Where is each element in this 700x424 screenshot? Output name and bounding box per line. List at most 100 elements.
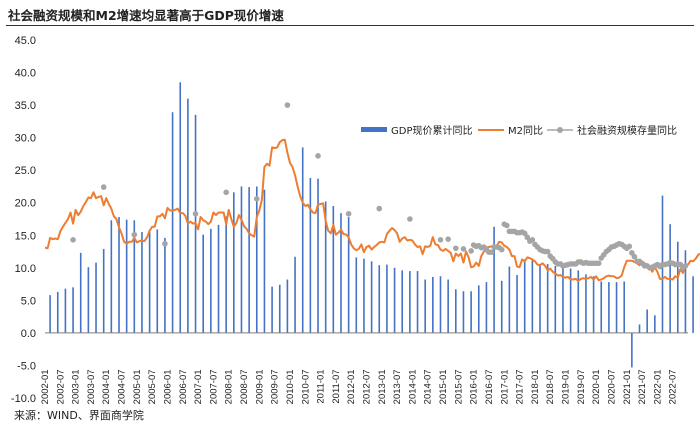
x-tick-label: 2015-07 [453, 369, 464, 404]
tsf-point [131, 231, 138, 238]
gdp-bar [355, 257, 358, 333]
gdp-bar [118, 217, 120, 333]
gdp-bar [646, 309, 648, 333]
gdp-bar [539, 263, 541, 333]
gdp-bar [654, 315, 656, 333]
title-divider [6, 25, 694, 26]
gdp-bar [554, 265, 557, 333]
y-axis: 45.0 40.0 35.0 30.0 25.0 20.0 15.0 10.0 5.0 0.0 -5… [11, 35, 36, 405]
tsf-point [626, 243, 633, 250]
legend-label-m2: M2同比 [508, 125, 543, 137]
x-tick-label: 2011-07 [331, 369, 342, 403]
gdp-bar [317, 178, 319, 333]
gdp-bar [141, 232, 143, 333]
gdp-bar [692, 276, 694, 333]
x-tick-label: 2019-01 [561, 369, 572, 404]
tsf-point [460, 246, 467, 252]
y-tick-label: 35.0 [15, 100, 36, 112]
gdp-bar [148, 230, 151, 333]
tsf-point [253, 196, 260, 202]
tsf-point [631, 253, 638, 260]
gdp-bar [562, 264, 564, 333]
x-tick-label: 2006-07 [178, 369, 189, 404]
gdp-bar [125, 219, 128, 333]
gdp-bar [164, 237, 166, 333]
tsf-point [453, 245, 459, 252]
x-tick-label: 2014-07 [423, 369, 434, 404]
gdp-bar [500, 280, 503, 333]
gdp-bar [531, 260, 534, 333]
gdp-bar [508, 266, 511, 333]
gdp-bar [286, 279, 289, 333]
gdp-bar [569, 268, 572, 333]
y-tick-label: -10.0 [11, 393, 36, 405]
y-tick-label: 40.0 [15, 68, 36, 80]
gdp-bar [271, 286, 273, 333]
gdp-bar [485, 282, 488, 333]
gdp-bar [546, 263, 549, 333]
tsf-point [315, 153, 321, 159]
gdp-bar [79, 252, 82, 333]
m2-series [44, 138, 700, 282]
gdp-bar [210, 228, 212, 333]
tsf-point [223, 189, 229, 196]
x-tick-label: 2020-01 [591, 369, 602, 404]
x-tick-label: 2013-01 [377, 369, 388, 404]
y-tick-label: 25.0 [15, 165, 36, 177]
x-tick-label: 2008-07 [239, 369, 250, 404]
y-tick-label: 45.0 [15, 35, 36, 47]
x-tick-label: 2012-07 [362, 369, 373, 404]
legend-swatch-gdp [361, 127, 387, 132]
gdp-bar [516, 274, 518, 333]
gdp-bar [615, 282, 618, 333]
gdp-bar [608, 282, 610, 333]
gdp-bar [523, 259, 526, 333]
x-tick-label: 2012-01 [346, 369, 357, 404]
gdp-bar [416, 271, 419, 333]
tsf-point [100, 184, 107, 190]
x-axis-ticks: 2002-01 2002-07 2003-01 2003-07 2004-01 2004-… [40, 369, 679, 404]
x-tick-label: 2014-01 [407, 369, 418, 404]
gdp-bar [240, 186, 243, 333]
tsf-point [544, 248, 551, 255]
x-tick-label: 2006-01 [163, 369, 174, 404]
gdp-bar [585, 274, 587, 333]
gdp-bar [56, 291, 59, 333]
x-tick-label: 2018-07 [545, 369, 556, 404]
x-tick-label: 2022-01 [652, 369, 663, 404]
x-tick-label: 2004-07 [117, 369, 128, 404]
gdp-bar [263, 189, 266, 333]
tsf-point [504, 222, 510, 229]
gdp-bar [477, 285, 480, 333]
gdp-bar [233, 192, 235, 333]
tsf-point [468, 248, 474, 254]
gdp-bar [248, 187, 250, 333]
x-tick-label: 2010-01 [285, 369, 296, 404]
legend-label-gdp: GDP现价累计同比 [391, 124, 472, 137]
gdp-bar [684, 250, 687, 333]
x-tick-label: 2009-07 [270, 369, 281, 404]
tsf-point [376, 205, 383, 212]
gdp-bar [623, 281, 626, 333]
x-tick-label: 2009-01 [254, 369, 265, 404]
tsf-point [70, 237, 76, 243]
source-note: 来源：WIND、界面商学院 [14, 409, 144, 422]
gdp-bar [324, 201, 327, 333]
gdp-bar [187, 98, 189, 333]
m2-line [44, 138, 700, 282]
gdp-bar [64, 288, 67, 333]
gdp-bar [309, 177, 312, 333]
y-tick-label: 15.0 [15, 230, 36, 242]
gdp-bar [378, 265, 381, 333]
x-tick-label: 2019-07 [576, 369, 587, 404]
x-tick-label: 2020-07 [607, 369, 618, 404]
x-tick-label: 2005-01 [132, 369, 143, 404]
tsf-point [595, 260, 602, 267]
gdp-bar [49, 295, 51, 333]
gdp-bar [462, 291, 465, 333]
gdp-bar [102, 248, 105, 333]
gdp-bar [409, 271, 411, 333]
tsf-point [488, 249, 495, 255]
gdp-bar [393, 267, 396, 333]
gdp-bar [439, 276, 442, 333]
